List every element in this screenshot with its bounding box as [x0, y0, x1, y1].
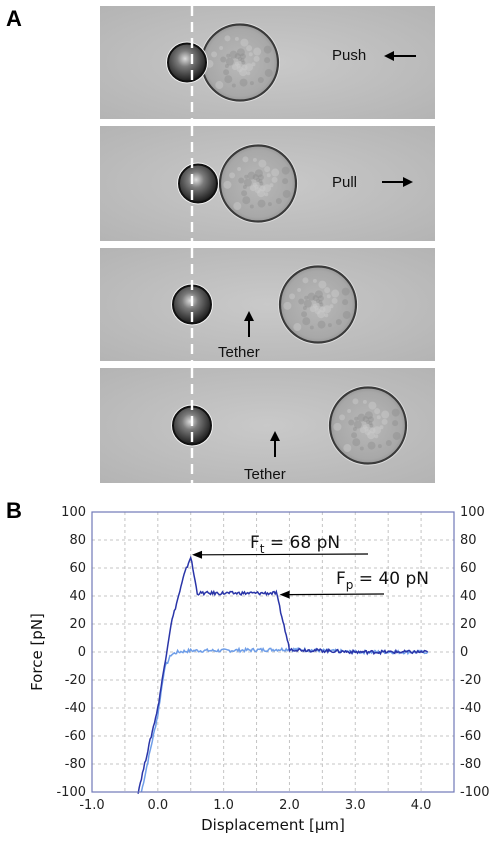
y-tick-label-right: -80 [460, 757, 481, 772]
tether-label-1: Tether [218, 344, 260, 361]
panel-a-letter: A [6, 6, 22, 31]
plot-frame [91, 511, 455, 793]
x-axis-label: Displacement [µm] [201, 816, 345, 834]
y-axis-label: Force [pN] [28, 613, 46, 691]
x-tick-label: 1.0 [213, 798, 234, 813]
y-tick-label-left: -100 [56, 785, 86, 800]
tether-label-2: Tether [244, 466, 286, 483]
y-tick-label-right: 60 [460, 561, 477, 576]
y-tick-label-left: 80 [69, 533, 86, 548]
y-tick-label-left: -20 [65, 673, 86, 688]
annotation-ft-arrow [200, 553, 369, 556]
y-tick-label-right: -60 [460, 729, 481, 744]
micrograph-frame-tether-1 [100, 248, 435, 361]
y-tick-label-right: -100 [460, 785, 490, 800]
chart-annotations: Ft = 68 pN Fp = 40 pN [192, 533, 429, 599]
annotation-fp-arrow [287, 593, 385, 596]
panel-b-letter: B [6, 498, 22, 523]
y-tick-label-left: -80 [65, 757, 86, 772]
bead [178, 163, 218, 204]
bead [167, 42, 207, 83]
x-tick-label: 0.0 [147, 798, 168, 813]
series-line [137, 555, 429, 794]
push-label: Push [332, 47, 367, 64]
y-tick-label-left: 60 [69, 561, 86, 576]
micrograph-frame-push [100, 6, 435, 119]
chart-ticks: -1.0 0.0 1.0 2.0 3.0 4.0 100 100 80 80 60 60 40 40 20 2… [28, 505, 490, 834]
y-tick-label-right: -20 [460, 673, 481, 688]
annotation-ft: Ft = 68 pN [250, 533, 340, 556]
y-tick-label-right: 40 [460, 589, 477, 604]
x-tick-label: -1.0 [79, 798, 104, 813]
micrograph-frame-pull [100, 126, 435, 241]
pull-label: Pull [332, 174, 358, 191]
force-displacement-chart: -1.0 0.0 1.0 2.0 3.0 4.0 100 100 80 80 60 60 40 40 20 2… [28, 505, 490, 834]
annotation-fp: Fp = 40 pN [336, 569, 429, 592]
y-tick-label-left: 0 [78, 645, 86, 660]
y-tick-label-right: 80 [460, 533, 477, 548]
x-tick-label: 3.0 [345, 798, 366, 813]
y-tick-label-left: 100 [61, 505, 86, 520]
x-tick-label: 4.0 [411, 798, 432, 813]
micrograph-frame-tether-2 [100, 368, 435, 483]
y-tick-label-right: -40 [460, 701, 481, 716]
y-tick-label-left: -40 [65, 701, 86, 716]
y-tick-label-right: 20 [460, 617, 477, 632]
y-tick-label-right: 100 [460, 505, 485, 520]
y-tick-label-left: 40 [69, 589, 86, 604]
chart-series [137, 555, 429, 794]
y-tick-label-left: 20 [69, 617, 86, 632]
y-tick-label-left: -60 [65, 729, 86, 744]
y-tick-label-right: 0 [460, 645, 468, 660]
x-tick-label: 2.0 [279, 798, 300, 813]
